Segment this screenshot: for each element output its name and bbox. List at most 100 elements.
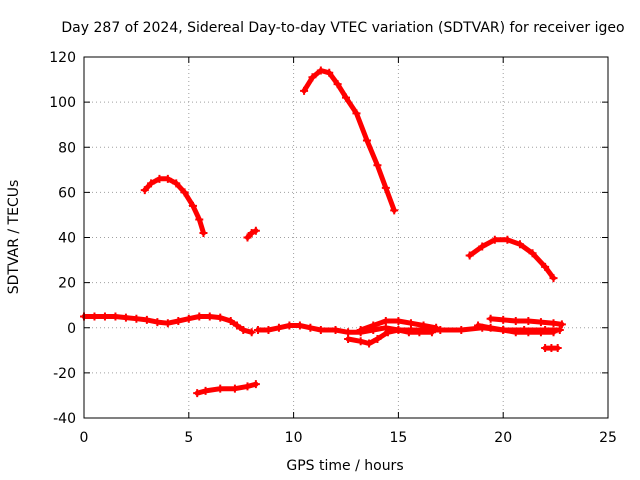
data-point: [344, 328, 353, 337]
data-point: [195, 312, 204, 321]
data-point: [163, 174, 172, 183]
series-arc-6: [344, 326, 436, 348]
x-axis-label: GPS time / hours: [286, 458, 403, 474]
data-point: [373, 161, 382, 170]
data-point: [486, 314, 495, 323]
data-point: [365, 339, 374, 348]
data-point: [253, 326, 262, 335]
data-point: [247, 328, 256, 337]
data-point: [536, 318, 545, 327]
data-point: [172, 179, 181, 188]
series-arc-4: [243, 226, 260, 242]
data-point: [342, 93, 350, 102]
data-point: [352, 109, 361, 118]
x-tick-label: 25: [599, 430, 617, 446]
data-point: [356, 326, 365, 335]
data-point: [511, 316, 520, 325]
data-point: [140, 186, 149, 195]
y-axis-ticks: -40 -20 0 20 40 60 80 100 120: [49, 50, 608, 427]
data-point: [490, 235, 499, 244]
data-point: [233, 321, 242, 330]
data-point: [180, 188, 189, 197]
grid-lines: [84, 57, 608, 418]
series-arc-7: [356, 316, 441, 335]
series-arc-9: [465, 235, 558, 283]
data-point: [404, 328, 413, 337]
series-arc-1: [80, 312, 256, 337]
data-point: [549, 319, 558, 328]
data-point: [362, 136, 371, 145]
series-arc-8: [300, 66, 399, 215]
data-point: [295, 321, 304, 330]
data-point: [184, 314, 193, 323]
data-point: [195, 215, 204, 224]
data-point: [394, 326, 403, 335]
data-point: [406, 319, 415, 328]
data-point: [369, 321, 378, 330]
data-point: [549, 328, 558, 337]
data-point: [541, 262, 550, 271]
data-point: [201, 386, 210, 395]
y-tick-label: 40: [58, 231, 76, 247]
data-point: [478, 242, 487, 251]
data-point: [499, 326, 508, 335]
x-tick-label: 20: [494, 430, 512, 446]
data-point: [216, 313, 225, 322]
data-point: [193, 389, 202, 398]
data-point: [264, 326, 273, 335]
data-point: [381, 183, 390, 192]
data-point: [174, 316, 183, 325]
data-point: [457, 326, 466, 335]
data-point: [121, 313, 130, 322]
y-tick-label: 60: [58, 185, 76, 201]
y-tick-label: 20: [58, 276, 76, 292]
data-point: [132, 314, 141, 323]
data-point: [394, 316, 403, 325]
y-tick-label: -40: [53, 411, 76, 427]
x-axis-ticks: 0 5 10 15 20 25: [80, 57, 617, 446]
data-point: [226, 316, 235, 325]
data-point: [432, 323, 441, 332]
series-arc-12: [541, 344, 562, 353]
data-point: [155, 174, 164, 183]
data-point: [390, 206, 399, 215]
data-point: [316, 326, 325, 335]
data-point: [205, 312, 214, 321]
data-point: [100, 312, 109, 321]
data-point: [199, 228, 208, 237]
data-point: [381, 316, 390, 325]
data-point: [306, 323, 315, 332]
series-arc-3: [193, 380, 260, 398]
data-point: [436, 326, 445, 335]
data-point: [555, 326, 564, 335]
data-point: [427, 328, 436, 337]
y-tick-label: 80: [58, 140, 76, 156]
data-point: [381, 323, 390, 332]
data-point: [486, 323, 495, 332]
y-axis-label: SDTVAR / TECUs: [6, 180, 22, 295]
data-point: [243, 382, 252, 391]
data-point: [274, 323, 283, 332]
data-point: [300, 86, 309, 95]
data-point: [503, 235, 512, 244]
series-trace: [301, 68, 397, 213]
series-arc-2: [140, 174, 208, 237]
chart-title: Day 287 of 2024, Sidereal Day-to-day VTE…: [61, 20, 624, 36]
data-point: [511, 328, 520, 337]
data-point: [239, 326, 248, 335]
data-point: [499, 315, 508, 324]
y-tick-label: 0: [67, 321, 76, 337]
data-point: [515, 240, 524, 249]
data-points: [80, 66, 566, 398]
series-trace: [467, 237, 556, 281]
data-point: [536, 328, 545, 337]
data-point: [111, 312, 120, 321]
data-point: [373, 335, 382, 344]
data-point: [216, 384, 225, 393]
data-point: [142, 315, 151, 324]
y-tick-label: 120: [49, 50, 76, 66]
plot-frame: [83, 56, 609, 419]
data-point: [419, 321, 428, 330]
data-point: [524, 328, 533, 337]
